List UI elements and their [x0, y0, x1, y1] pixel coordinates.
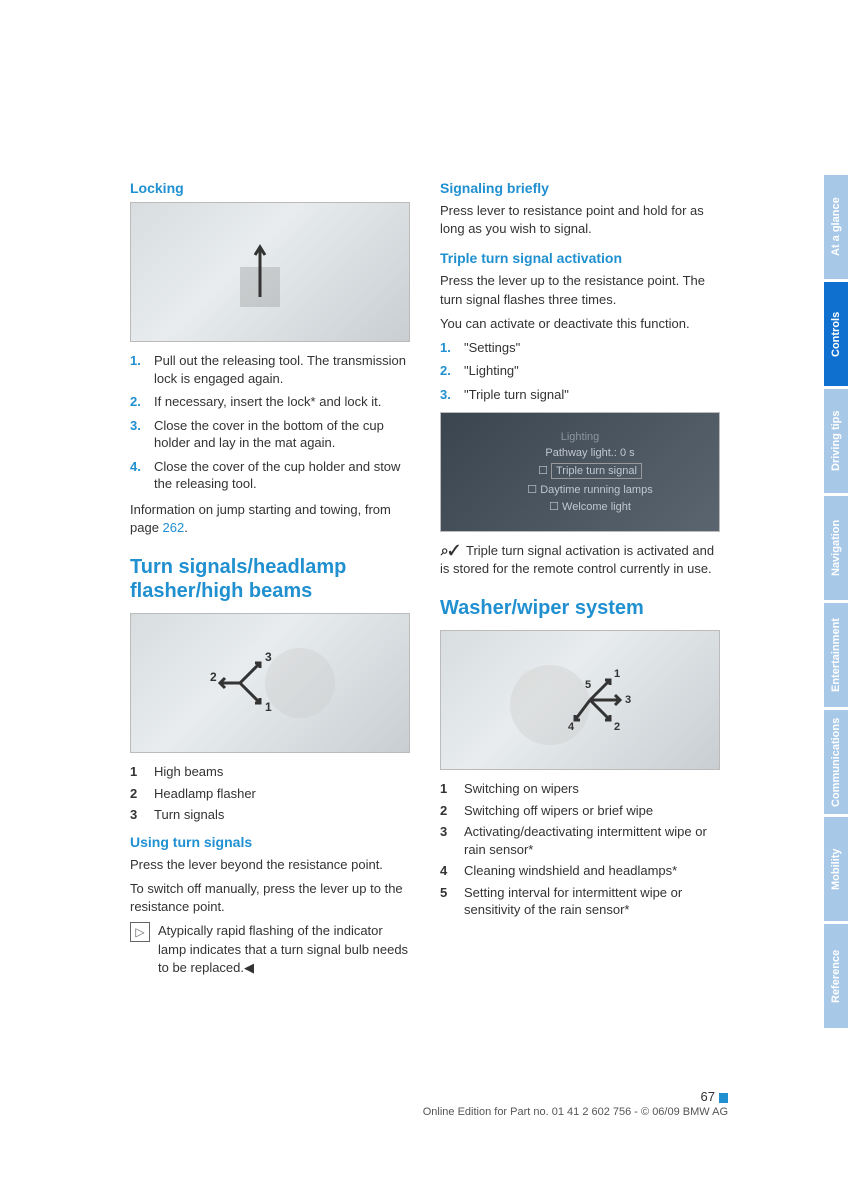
list-item: 4.Close the cover of the cup holder and …: [130, 458, 410, 493]
turn-legend: 1High beams 2Headlamp flasher 3Turn sign…: [130, 763, 410, 824]
jump-start-info: Information on jump starting and towing,…: [130, 501, 410, 537]
locking-heading: Locking: [130, 180, 410, 196]
screen-line: ☐ Welcome light: [549, 500, 631, 513]
list-item: 2Headlamp flasher: [130, 785, 410, 803]
list-item: 1.Pull out the releasing tool. The trans…: [130, 352, 410, 387]
left-column: Locking 1.Pull out the releasing tool. T…: [130, 180, 410, 977]
triple-note: ⌕✓Triple turn signal activation is activ…: [440, 542, 720, 578]
washer-legend: 1Switching on wipers 2Switching off wipe…: [440, 780, 720, 919]
section-tabs: At a glance Controls Driving tips Naviga…: [824, 175, 848, 1031]
screen-title: Lighting: [561, 431, 600, 443]
screen-line: ☐ Daytime running lamps: [527, 483, 652, 496]
page-link-262[interactable]: 262: [163, 520, 185, 535]
list-item: 3."Triple turn signal": [440, 386, 720, 404]
list-item: 1Switching on wipers: [440, 780, 720, 798]
triple-p1: Press the lever up to the resistance poi…: [440, 272, 720, 308]
page-number: 67: [130, 1089, 728, 1104]
idrive-screen: Lighting Pathway light.: 0 s ☐ Triple tu…: [440, 412, 720, 532]
screen-line: Pathway light.: 0 s: [545, 447, 634, 459]
list-item: 3Turn signals: [130, 806, 410, 824]
turn-signal-note: Atypically rapid flashing of the indicat…: [130, 922, 410, 977]
tab-communications[interactable]: Communications: [824, 710, 848, 814]
svg-text:2: 2: [614, 721, 620, 733]
triple-p2: You can activate or deactivate this func…: [440, 315, 720, 333]
right-column: Signaling briefly Press lever to resista…: [440, 180, 720, 977]
page-footer: 67 Online Edition for Part no. 01 41 2 6…: [130, 1089, 728, 1118]
svg-text:3: 3: [625, 694, 631, 706]
list-item: 5Setting interval for intermittent wipe …: [440, 884, 720, 919]
list-item: 1."Settings": [440, 339, 720, 357]
footer-line: Online Edition for Part no. 01 41 2 602 …: [130, 1106, 728, 1118]
turn-signals-heading: Turn signals/headlamp flasher/high beams: [130, 555, 410, 603]
svg-text:2: 2: [210, 670, 217, 684]
svg-text:3: 3: [265, 650, 272, 664]
list-item: 2Switching off wipers or brief wipe: [440, 802, 720, 820]
tab-navigation[interactable]: Navigation: [824, 496, 848, 600]
svg-text:5: 5: [585, 679, 591, 691]
page-mark-icon: [719, 1093, 728, 1103]
svg-text:4: 4: [568, 721, 575, 733]
tab-at-a-glance[interactable]: At a glance: [824, 175, 848, 279]
tab-controls[interactable]: Controls: [824, 282, 848, 386]
washer-heading: Washer/wiper system: [440, 596, 720, 620]
triple-steps: 1."Settings" 2."Lighting" 3."Triple turn…: [440, 339, 720, 404]
screen-line: ☐ Triple turn signal: [538, 463, 642, 479]
using-p1: Press the lever beyond the resistance po…: [130, 856, 410, 874]
list-item: 2."Lighting": [440, 362, 720, 380]
tab-mobility[interactable]: Mobility: [824, 817, 848, 921]
washer-diagram: 1 3 2 4 5: [440, 630, 720, 770]
list-item: 3Activating/deactivating intermittent wi…: [440, 823, 720, 858]
svg-text:1: 1: [614, 668, 620, 680]
note-icon: [130, 922, 150, 942]
list-item: 4Cleaning windshield and headlamps*: [440, 862, 720, 880]
tab-entertainment[interactable]: Entertainment: [824, 603, 848, 707]
using-turn-heading: Using turn signals: [130, 834, 410, 850]
using-p2: To switch off manually, press the lever …: [130, 880, 410, 916]
tab-driving-tips[interactable]: Driving tips: [824, 389, 848, 493]
turn-signals-diagram: 3 1 2: [130, 613, 410, 753]
svg-text:1: 1: [265, 700, 272, 714]
signaling-heading: Signaling briefly: [440, 180, 720, 196]
list-item: 3.Close the cover in the bottom of the c…: [130, 417, 410, 452]
triple-heading: Triple turn signal activation: [440, 250, 720, 266]
tab-reference[interactable]: Reference: [824, 924, 848, 1028]
signaling-p: Press lever to resistance point and hold…: [440, 202, 720, 238]
locking-steps: 1.Pull out the releasing tool. The trans…: [130, 352, 410, 493]
locking-diagram: [130, 202, 410, 342]
list-item: 2.If necessary, insert the lock* and loc…: [130, 393, 410, 411]
list-item: 1High beams: [130, 763, 410, 781]
page-content: Locking 1.Pull out the releasing tool. T…: [0, 0, 848, 1037]
check-icon: ⌕✓: [440, 542, 460, 558]
